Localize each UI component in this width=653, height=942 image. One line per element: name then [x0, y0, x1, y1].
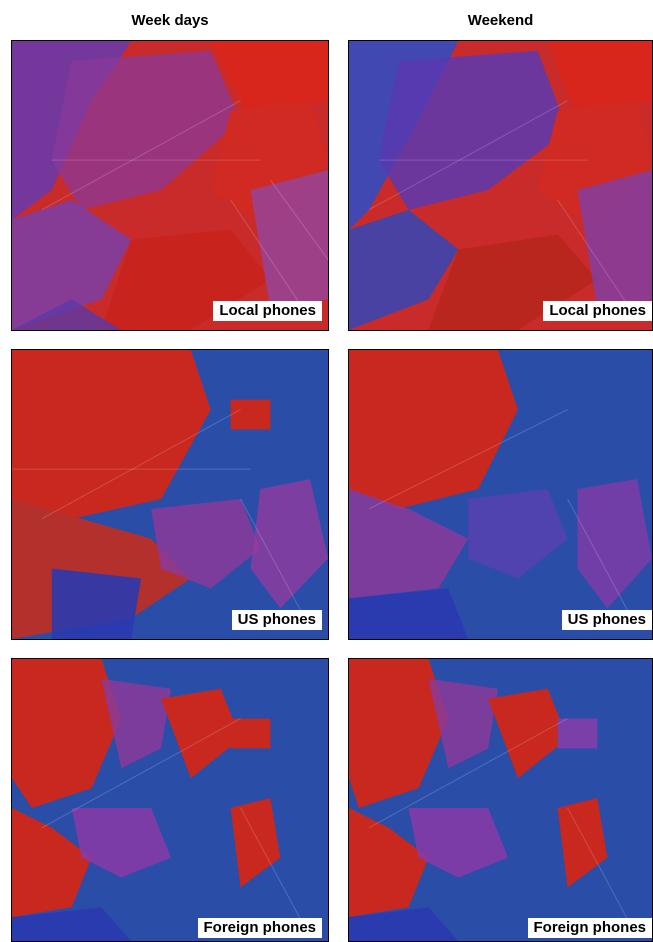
panel-label-local-weekend: Local phones: [543, 301, 652, 321]
map-panel-foreign-weekend: Foreign phones: [348, 658, 653, 942]
heatmap-us-weekend: [349, 350, 652, 639]
heatmap-us-weekdays: [12, 350, 328, 639]
panel-label-local-weekdays: Local phones: [213, 301, 322, 321]
panel-label-us-weekdays: US phones: [231, 610, 322, 630]
heatmap-foreign-weekend: [349, 659, 652, 941]
map-panel-local-weekdays: Local phones: [11, 40, 329, 331]
panel-label-foreign-weekdays: Foreign phones: [197, 918, 322, 938]
heatmap-foreign-weekdays: [12, 659, 328, 941]
heatmap-local-weekend: [349, 41, 652, 330]
map-panel-foreign-weekdays: Foreign phones: [11, 658, 329, 942]
column-title-weekend: Weekend: [467, 12, 534, 29]
column-title-weekdays: Week days: [131, 12, 209, 29]
panel-label-us-weekend: US phones: [561, 610, 652, 630]
heatmap-local-weekdays: [12, 41, 328, 330]
map-panel-local-weekend: Local phones: [348, 40, 653, 331]
map-panel-us-weekdays: US phones: [11, 349, 329, 640]
map-panel-us-weekend: US phones: [348, 349, 653, 640]
panel-label-foreign-weekend: Foreign phones: [527, 918, 652, 938]
